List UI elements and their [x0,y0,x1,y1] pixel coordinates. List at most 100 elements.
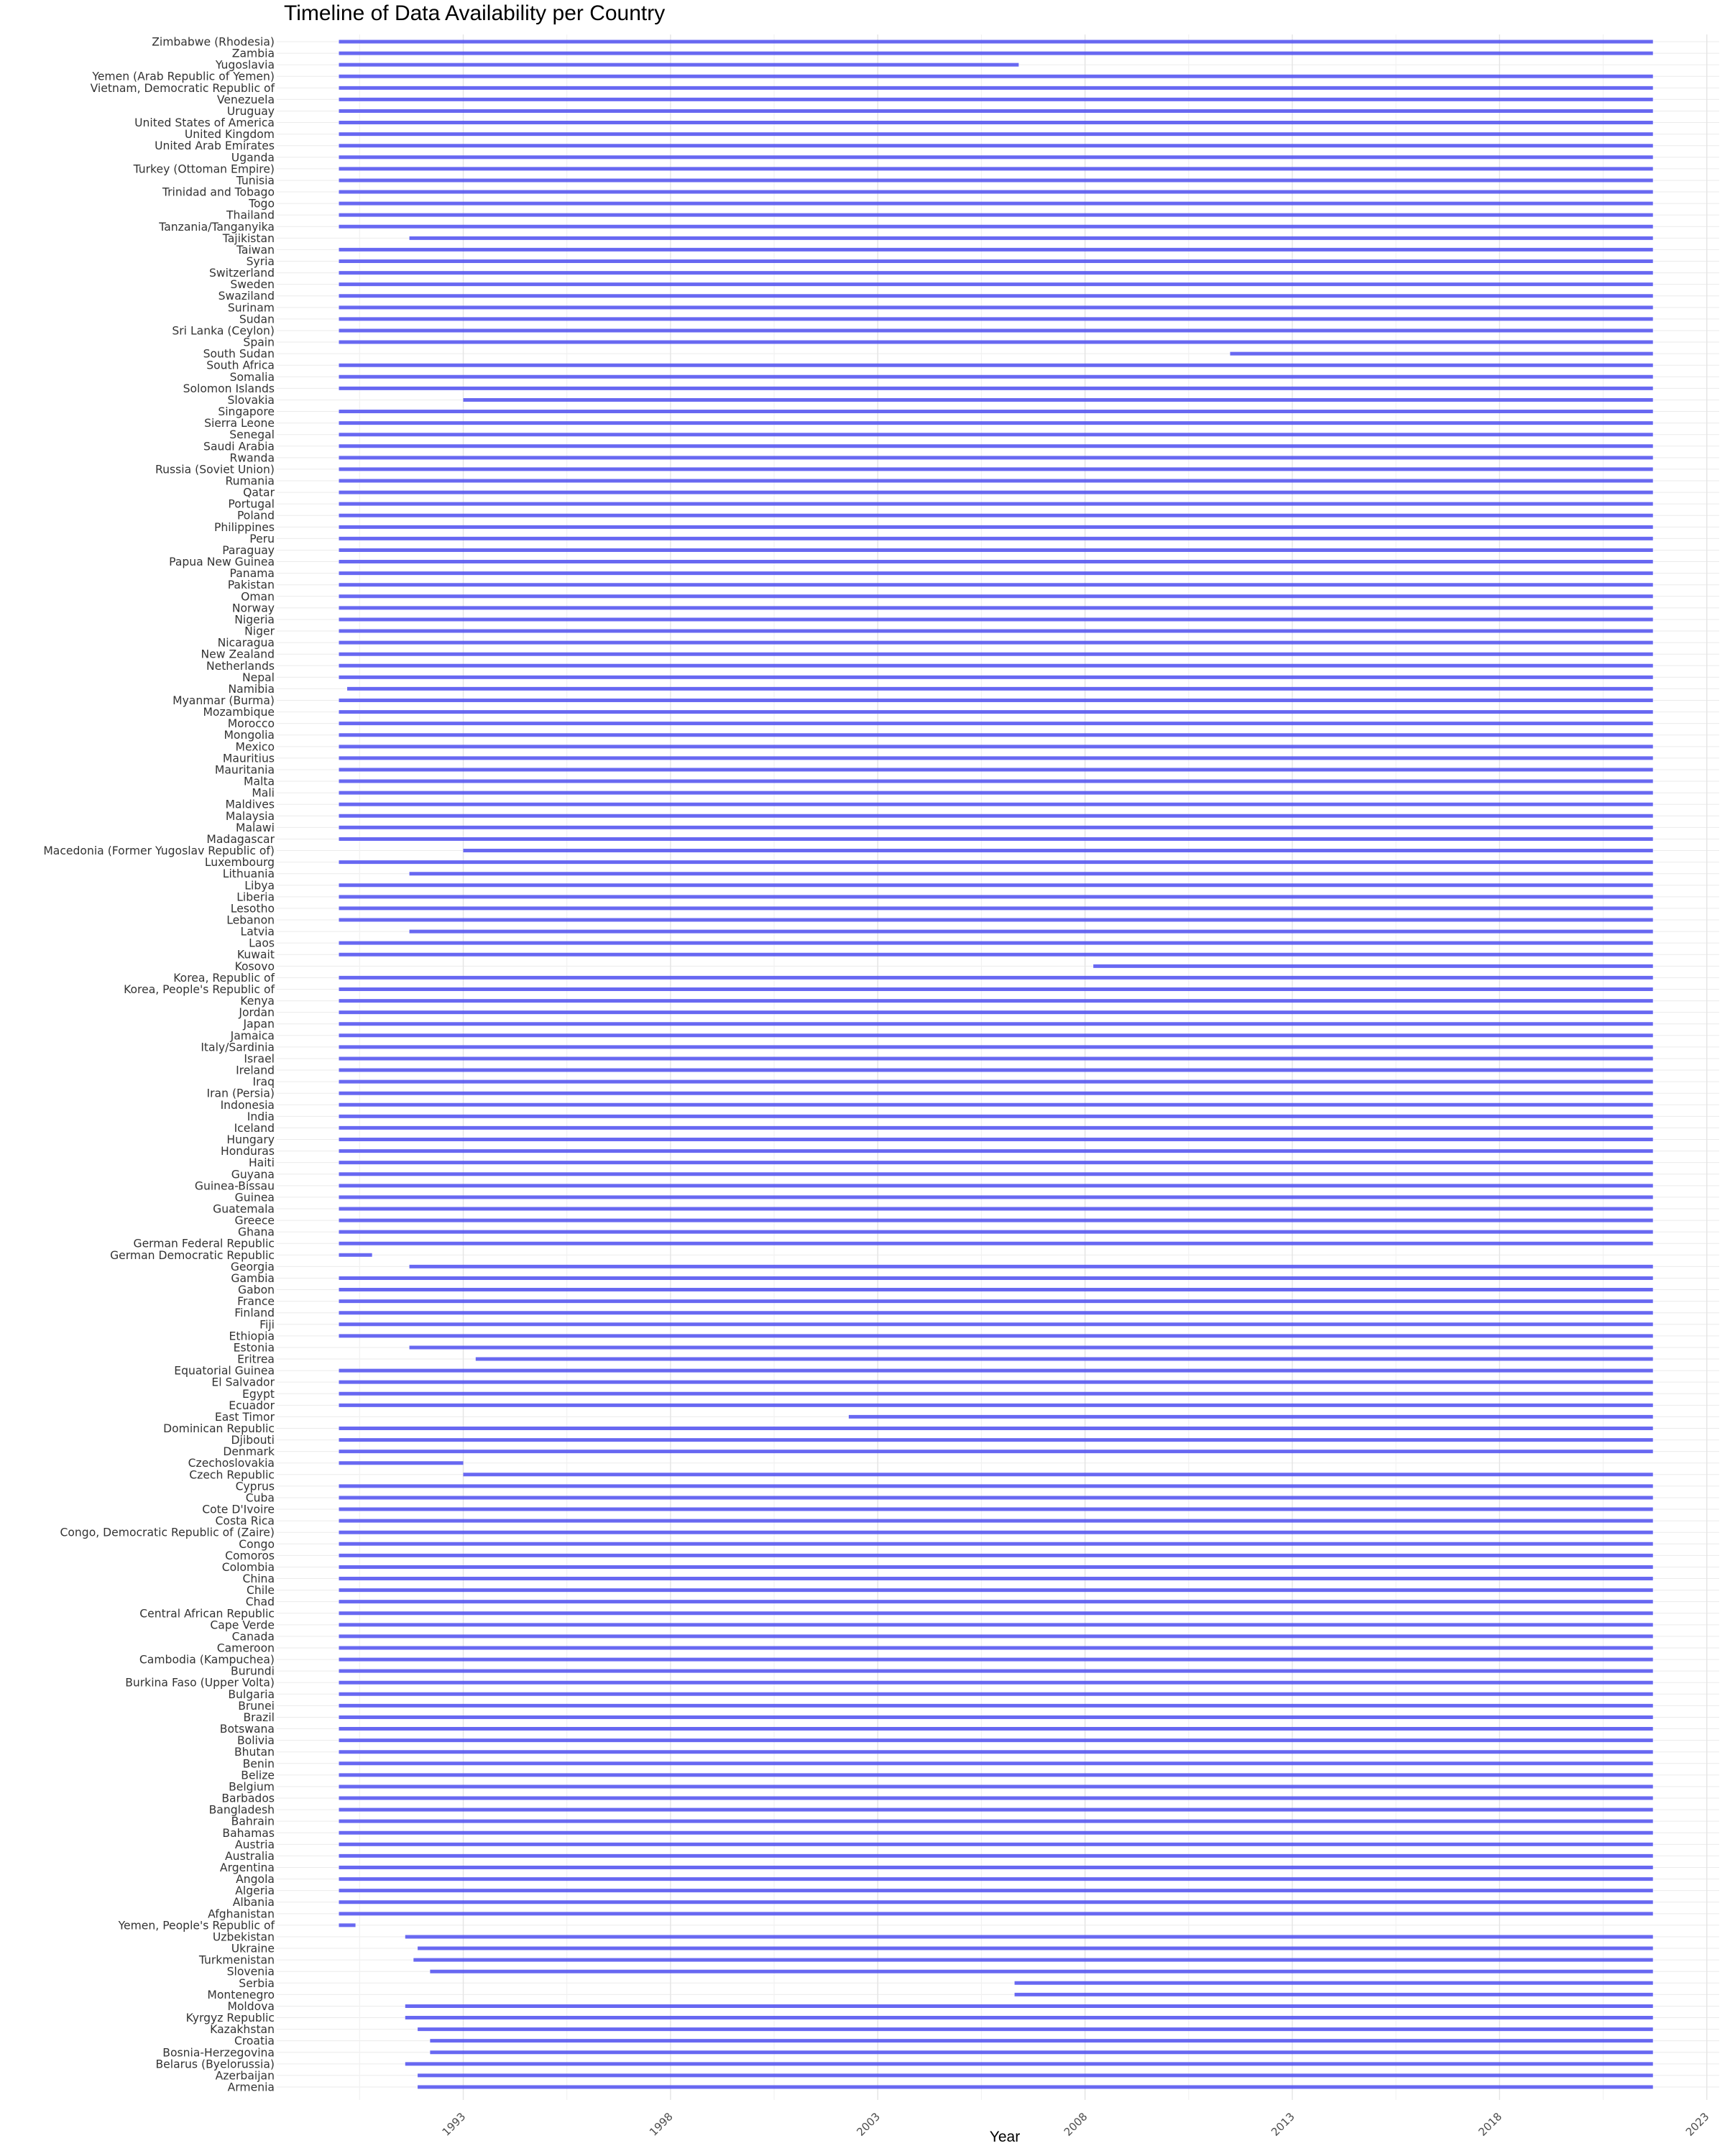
x-tick-label: 2003 [854,2110,883,2139]
y-tick-label: Bolivia [237,1734,275,1747]
y-tick-label: Russia (Soviet Union) [155,463,275,476]
y-tick-label: Czechoslovakia [188,1457,275,1470]
y-tick-label: United Arab Emirates [155,139,275,152]
y-tick-label: Afghanistan [208,1907,275,1920]
y-tick-label: Haiti [249,1156,275,1169]
y-tick-label: Gambia [231,1272,275,1285]
y-tick-label: Iraq [253,1076,275,1089]
timeline-bars [339,40,1653,2089]
y-tick-label: Slovakia [228,394,275,407]
y-tick-label: Austria [235,1838,275,1851]
y-tick-label: Trinidad and Tobago [162,186,275,199]
y-tick-label: Australia [225,1850,275,1863]
y-tick-label: Finland [234,1307,275,1319]
y-tick-label: Estonia [234,1341,275,1354]
y-tick-label: Niger [244,625,275,638]
y-tick-label: Bosnia-Herzegovina [162,2046,275,2059]
y-tick-label: Burkina Faso (Upper Volta) [125,1677,275,1690]
y-tick-label: Albania [233,1896,275,1909]
y-tick-label: Chad [246,1595,275,1608]
y-tick-label: Bulgaria [228,1688,275,1701]
y-tick-label: Nicaragua [218,637,275,650]
x-tick-label: 2018 [1476,2110,1504,2139]
y-tick-label: Bangladesh [209,1804,275,1817]
y-tick-label: Malta [244,775,275,788]
y-tick-label: Armenia [228,2081,275,2094]
y-tick-label: Canada [232,1630,275,1643]
y-tick-label: Poland [237,510,275,522]
y-tick-label: Botswana [220,1723,275,1736]
y-tick-label: Cape Verde [210,1618,275,1631]
y-tick-label: Bahrain [231,1815,275,1828]
x-tick-label: 2008 [1062,2110,1090,2139]
y-tick-label: Eritrea [237,1353,275,1366]
y-tick-label: Somalia [230,371,275,384]
y-tick-label: Central African Republic [139,1607,275,1620]
y-tick-label: Korea, Republic of [173,972,275,985]
y-tick-label: Kyrgyz Republic [186,2012,275,2024]
y-tick-label: El Salvador [211,1376,275,1389]
y-tick-label: Portugal [228,498,275,511]
y-tick-label: Panama [230,567,275,580]
y-tick-label: Bhutan [234,1746,275,1759]
y-tick-label: Singapore [218,405,275,418]
y-tick-label: Qatar [243,487,275,499]
y-tick-label: Macedonia (Former Yugoslav Republic of) [43,844,275,857]
y-tick-label: Fiji [259,1318,275,1331]
y-tick-label: Georgia [231,1261,275,1273]
y-tick-label: Uzbekistan [213,1930,275,1943]
y-tick-label: Yugoslavia [215,59,275,72]
y-tick-label: Serbia [239,1977,275,1990]
y-tick-label: Senegal [229,428,275,441]
y-tick-label: Ukraine [231,1943,275,1955]
y-tick-label: Iceland [234,1122,275,1135]
y-tick-label: Congo [239,1538,275,1551]
y-tick-label: Croatia [234,2035,275,2047]
y-tick-label: Peru [249,533,275,545]
y-tick-label: Surinam [228,301,275,314]
y-tick-label: Congo, Democratic Republic of (Zaire) [60,1526,275,1539]
y-tick-label: Nigeria [234,613,275,626]
y-tick-label: Malawi [236,821,275,834]
y-tick-label: Cambodia (Kampuchea) [139,1654,275,1667]
y-tick-label: Hungary [226,1133,275,1146]
y-tick-label: Lithuania [223,867,275,880]
y-tick-label: Ecuador [229,1399,275,1412]
y-tick-label: Algeria [235,1884,275,1897]
y-tick-label: Myanmar (Burma) [172,694,275,707]
y-tick-label: Sweden [230,278,275,291]
y-tick-label: Belarus (Byelorussia) [155,2058,275,2070]
y-tick-label: Liberia [236,890,275,903]
y-tick-label: Equatorial Guinea [174,1365,275,1378]
y-tick-label: Iran (Persia) [207,1087,275,1100]
y-tick-label: Maldives [225,798,275,811]
y-tick-label: Colombia [222,1561,275,1574]
y-tick-label: German Federal Republic [133,1238,275,1250]
y-tick-label: Sudan [239,313,275,326]
y-tick-label: Bahamas [222,1827,275,1840]
y-axis-labels: Zimbabwe (Rhodesia)ZambiaYugoslaviaYemen… [43,36,275,2094]
y-tick-label: Montenegro [207,1989,275,2001]
y-tick-label: Cote D'Ivoire [202,1503,275,1516]
y-tick-label: Sri Lanka (Ceylon) [172,324,275,337]
y-tick-label: Jordan [238,1006,275,1019]
y-tick-label: Kenya [240,995,275,1008]
y-tick-label: Comoros [225,1549,275,1562]
y-tick-label: Slovenia [227,1966,275,1978]
y-tick-label: Israel [244,1052,275,1065]
y-tick-label: Azerbaijan [216,2069,275,2082]
y-tick-label: Lesotho [231,902,275,915]
y-tick-label: Indonesia [221,1099,275,1112]
y-tick-label: Yemen, People's Republic of [118,1919,275,1932]
y-tick-label: Czech Republic [189,1468,275,1481]
y-tick-label: Mongolia [224,729,275,742]
y-tick-label: Guyana [231,1168,275,1181]
y-tick-label: Taiwan [236,244,275,257]
y-tick-label: Barbados [221,1792,275,1805]
x-tick-label: 2013 [1269,2110,1297,2139]
y-tick-label: Dominican Republic [163,1422,275,1435]
y-tick-label: United States of America [134,116,275,129]
y-tick-label: Italy/Sardinia [201,1041,275,1054]
y-tick-label: Mauritania [215,763,275,776]
y-tick-label: Thailand [226,209,275,222]
